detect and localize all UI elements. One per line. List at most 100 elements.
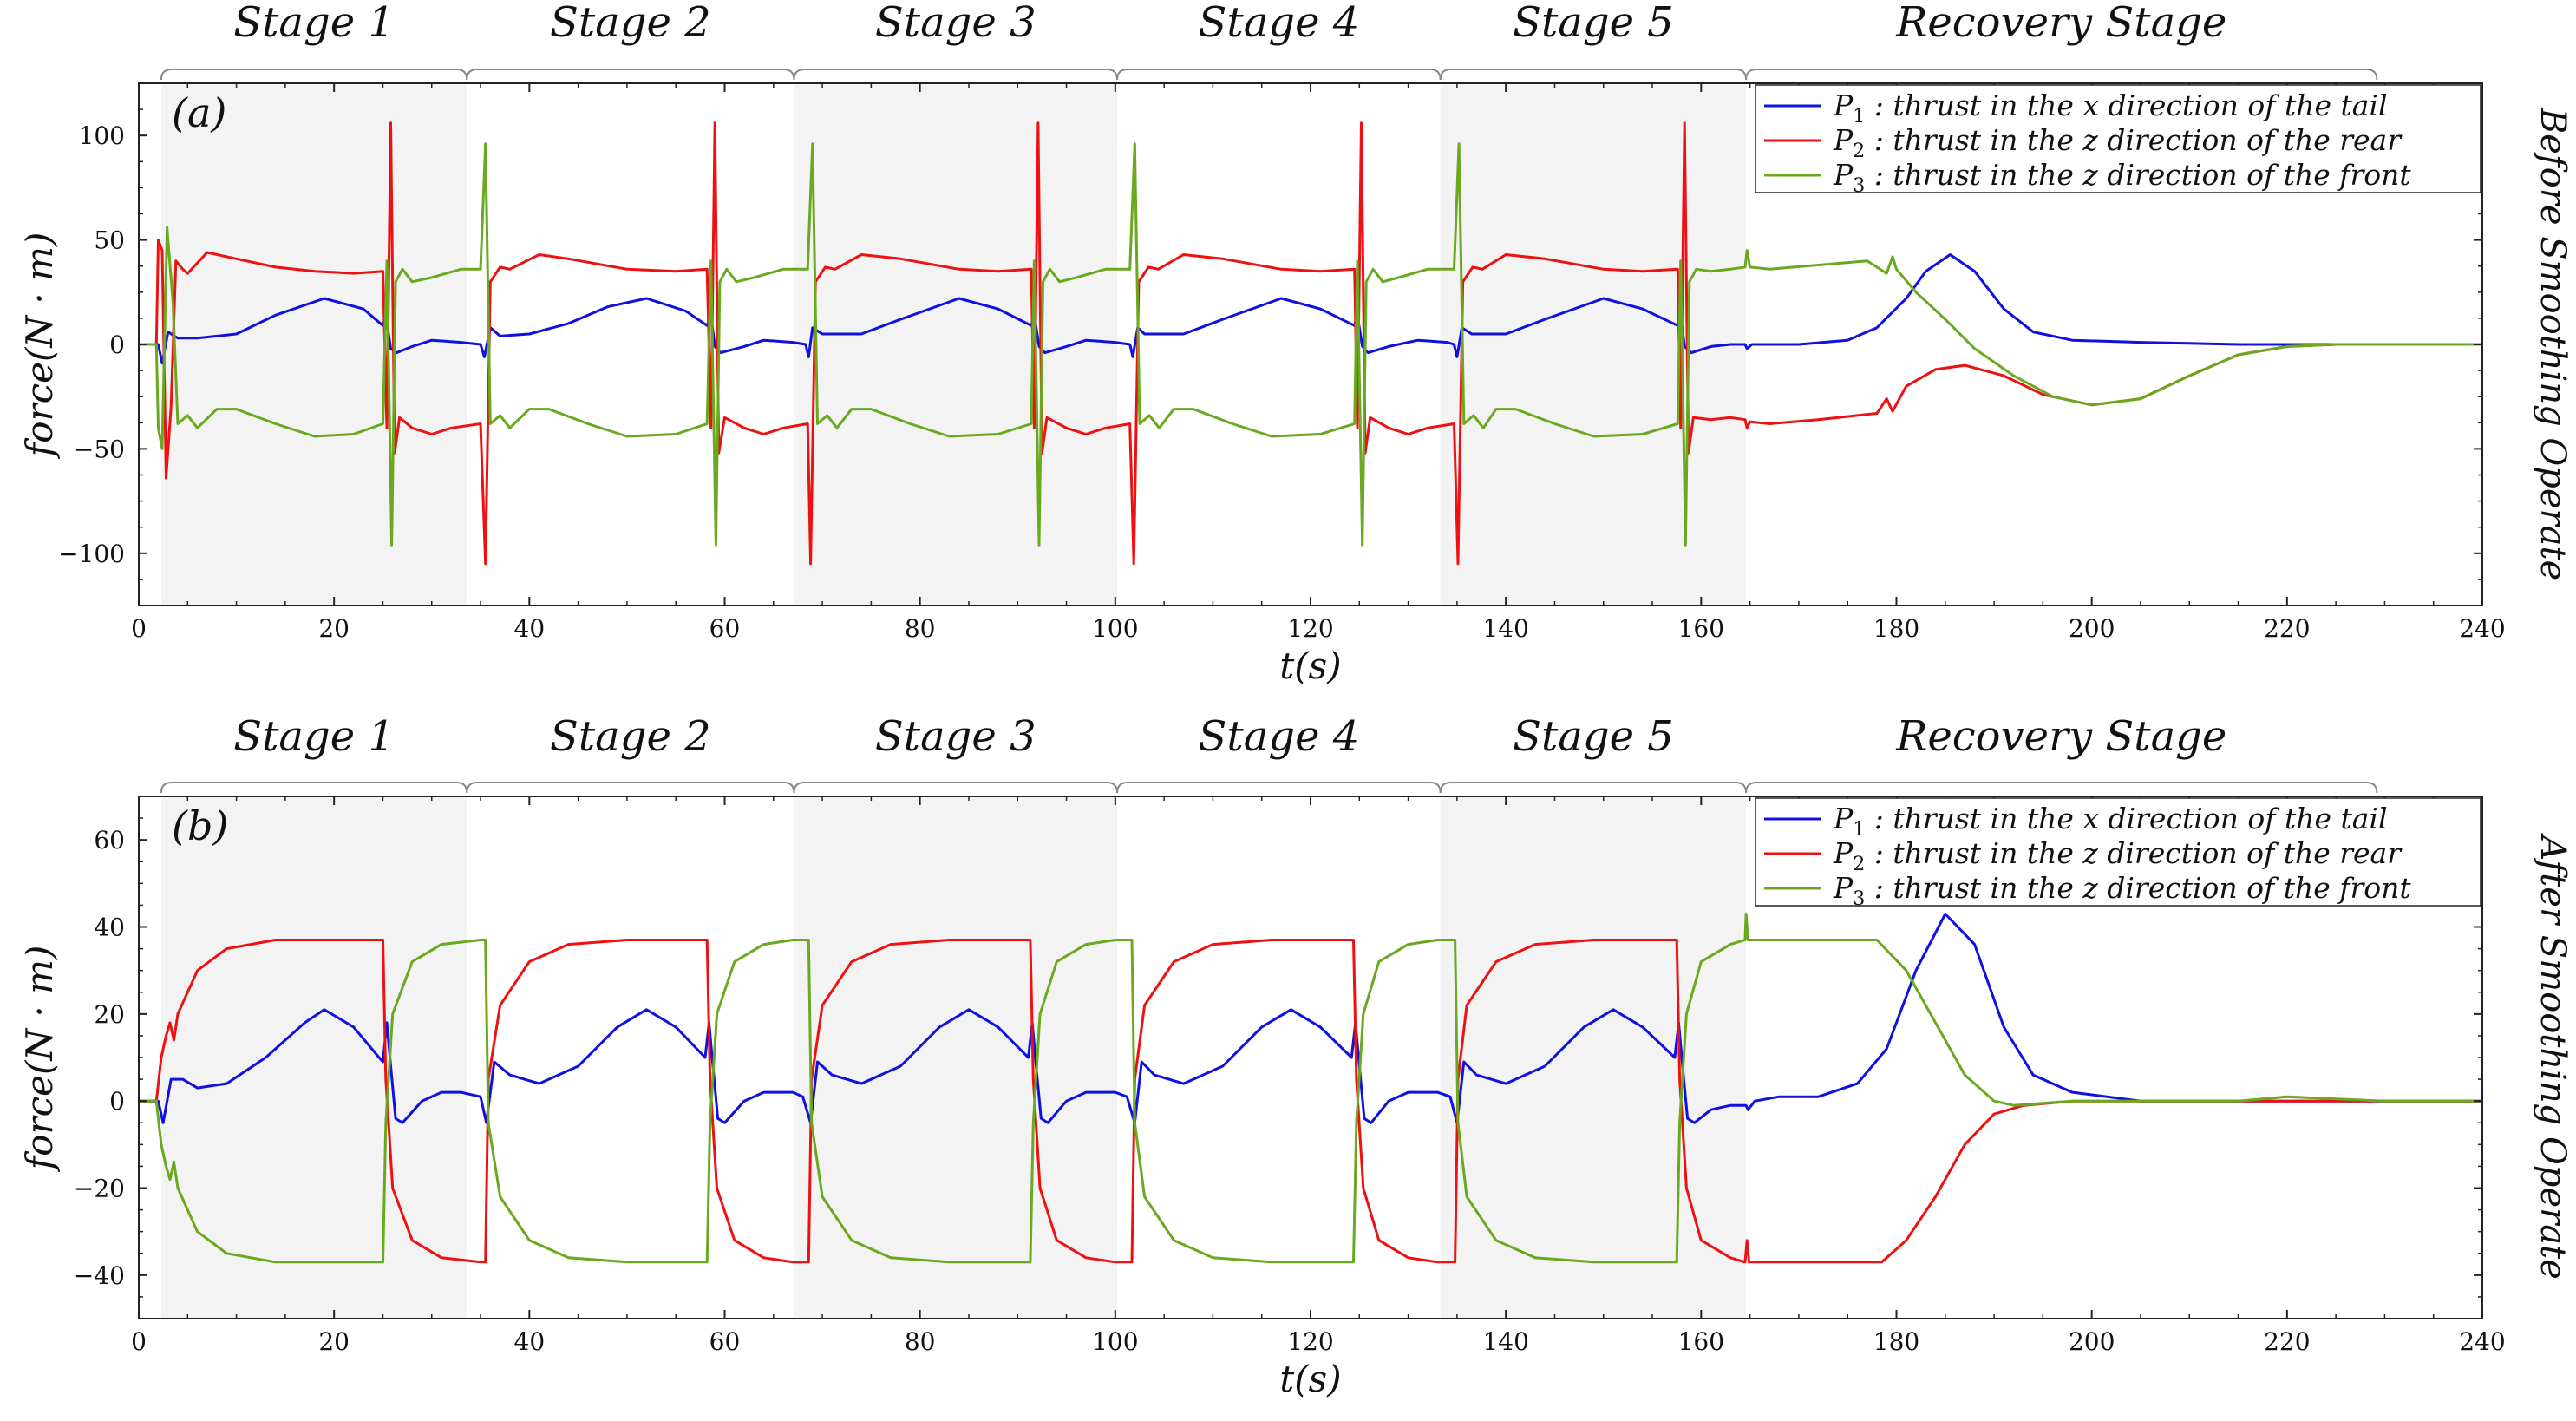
stage-brace [793, 69, 1119, 81]
side-label: After Smoothing Operate [2533, 832, 2573, 1280]
series-line-p3 [139, 913, 2482, 1264]
side-label: Before Smoothing Operate [2533, 108, 2573, 580]
x-tick-label: 240 [2459, 1327, 2505, 1356]
x-tick-label: 120 [1287, 614, 1333, 643]
stage-shade [794, 83, 1118, 606]
legend-subscript: 1 [1853, 819, 1865, 841]
stage-brace [1745, 782, 2378, 794]
legend-entry: P3 : thrust in the z direction of the fr… [1833, 871, 2411, 910]
x-tick-label: 200 [2069, 1327, 2115, 1356]
series-line-p2 [139, 939, 2482, 1264]
stage-label: Recovery Stage [1895, 712, 2226, 761]
stage-shade [1440, 83, 1747, 606]
stage-label: Stage 2 [550, 712, 711, 761]
x-tick-label: 20 [318, 614, 350, 643]
legend-entry: P2 : thrust in the z direction of the re… [1833, 836, 2403, 875]
y-tick-label: 0 [109, 1087, 125, 1116]
panel-label: (a) [172, 89, 226, 136]
stage-brace [1116, 69, 1442, 81]
legend-subscript: 2 [1853, 854, 1865, 875]
stage-label: Stage 5 [1513, 712, 1674, 761]
x-tick-label: 0 [131, 614, 147, 643]
x-tick-label: 180 [1873, 1327, 1919, 1356]
y-tick-label: 20 [94, 1000, 125, 1029]
x-tick-label: 0 [131, 1327, 147, 1356]
x-tick-label: 60 [709, 614, 741, 643]
legend-subscript: 3 [1853, 175, 1865, 197]
legend-box [1755, 84, 2481, 193]
y-axis-label: force(N · m) [18, 946, 61, 1173]
x-tick-label: 20 [318, 1327, 350, 1356]
y-tick-label: −20 [74, 1175, 125, 1203]
stage-label: Stage 2 [550, 0, 711, 47]
x-axis-label: t(s) [1279, 645, 1341, 687]
y-axis-label: force(N · m) [18, 232, 61, 460]
y-tick-label: 0 [109, 331, 125, 359]
legend-entry: P1 : thrust in the x direction of the ta… [1833, 88, 2388, 128]
y-tick-label: −40 [74, 1261, 125, 1290]
legend-text: : thrust in the x direction of the tail [1865, 802, 2387, 835]
stage-brace [160, 782, 468, 794]
x-axis-label: t(s) [1279, 1358, 1341, 1400]
x-tick-label: 140 [1482, 614, 1528, 643]
y-tick-label: 100 [79, 121, 125, 150]
legend-text: : thrust in the z direction of the front [1865, 871, 2411, 905]
series-line-p1 [139, 253, 2482, 365]
panel-a: 0 20 40 60 80 100 120 140 160 180 200 220 240−100−50… [18, 0, 2573, 687]
stage-brace [1745, 69, 2378, 81]
stage-label: Recovery Stage [1895, 0, 2226, 47]
x-tick-label: 60 [709, 1327, 741, 1356]
legend-text: : thrust in the x direction of the tail [1865, 88, 2387, 122]
legend-symbol: P [1833, 123, 1854, 157]
legend-subscript: 3 [1853, 888, 1865, 910]
stage-brace [160, 69, 468, 81]
y-tick-label: 40 [94, 914, 125, 942]
stage-shade [794, 796, 1118, 1319]
x-tick-label: 240 [2459, 614, 2505, 643]
x-tick-label: 80 [905, 1327, 936, 1356]
y-tick-label: −100 [58, 540, 125, 568]
legend-subscript: 1 [1853, 106, 1865, 128]
legend-symbol: P [1833, 802, 1854, 835]
stage-brace [1439, 69, 1748, 81]
stage-brace [466, 69, 795, 81]
series-line-p2 [139, 121, 2482, 566]
x-tick-label: 200 [2069, 614, 2115, 643]
stage-brace [1116, 782, 1442, 794]
x-tick-label: 100 [1092, 1327, 1138, 1356]
series-line-p1 [139, 913, 2482, 1124]
panel-label: (b) [172, 802, 228, 849]
x-tick-label: 180 [1873, 614, 1919, 643]
x-tick-label: 140 [1482, 1327, 1528, 1356]
y-tick-label: 60 [94, 826, 125, 855]
legend-entry: P3 : thrust in the z direction of the fr… [1833, 158, 2411, 197]
x-tick-label: 160 [1678, 1327, 1724, 1356]
legend-text: : thrust in the z direction of the front [1865, 158, 2411, 192]
legend-symbol: P [1833, 836, 1854, 870]
legend-symbol: P [1833, 871, 1854, 905]
series-line-p3 [139, 142, 2482, 547]
stage-label: Stage 1 [233, 712, 395, 761]
x-tick-label: 40 [514, 1327, 546, 1356]
stage-label: Stage 1 [233, 0, 395, 47]
stage-brace [793, 782, 1119, 794]
legend-text: : thrust in the z direction of the rear [1865, 123, 2403, 157]
x-tick-label: 220 [2264, 1327, 2310, 1356]
legend-subscript: 2 [1853, 141, 1865, 162]
panel-b: 0 20 40 60 80 100 120 140 160 180 200 220 240−40−200… [18, 712, 2573, 1400]
x-tick-label: 160 [1678, 614, 1724, 643]
stage-brace [1439, 782, 1748, 794]
stage-label: Stage 3 [875, 0, 1036, 47]
stage-shade [160, 796, 467, 1319]
stage-label: Stage 4 [1199, 712, 1360, 761]
x-tick-label: 100 [1092, 614, 1138, 643]
x-tick-label: 80 [905, 614, 936, 643]
legend-entry: P2 : thrust in the z direction of the re… [1833, 123, 2403, 162]
y-tick-label: −50 [74, 435, 125, 463]
stage-label: Stage 4 [1199, 0, 1360, 47]
legend-symbol: P [1833, 158, 1854, 192]
stage-label: Stage 5 [1513, 0, 1674, 47]
y-tick-label: 50 [94, 226, 125, 255]
x-tick-label: 220 [2264, 614, 2310, 643]
